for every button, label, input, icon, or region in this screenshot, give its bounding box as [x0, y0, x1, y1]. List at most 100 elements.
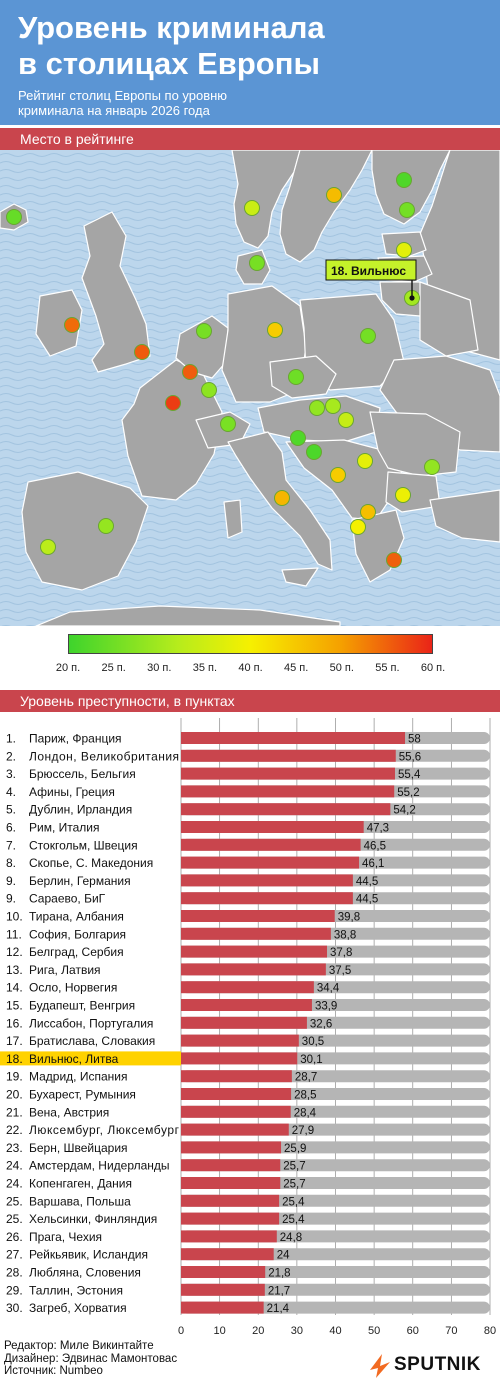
rank-label: 9. — [6, 892, 16, 906]
city-label: Осло, Норвегия — [29, 981, 117, 995]
city-label: Рига, Латвия — [29, 963, 101, 977]
bar — [181, 981, 314, 994]
rank-label: 27. — [6, 1248, 23, 1262]
city-label: Амстердам, Нидерланды — [29, 1159, 170, 1173]
bar — [181, 838, 361, 851]
rank-label: 6. — [6, 821, 16, 835]
legend-tick-label: 25 п. — [101, 662, 126, 674]
bar — [181, 1248, 274, 1261]
city-label: Рейкьявик, Исландия — [29, 1248, 148, 1262]
city-label: Берлин, Германия — [29, 874, 131, 888]
city-label: Лондон, Великобритания — [29, 749, 179, 763]
page-title: Уровень криминала в столицах Европы — [18, 10, 488, 82]
city-label: Афины, Греция — [29, 785, 115, 799]
x-tick-label: 80 — [484, 1325, 496, 1337]
capital-dot — [326, 187, 342, 203]
bar — [181, 803, 391, 816]
rank-label: 30. — [6, 1301, 23, 1315]
x-tick-label: 60 — [407, 1325, 419, 1337]
city-label: Скопье, С. Македония — [29, 856, 153, 870]
legend-tick-label: 45 п. — [283, 662, 309, 674]
highlight-row-background — [0, 1051, 181, 1066]
city-label: Париж, Франция — [29, 732, 122, 746]
value-label: 25,7 — [283, 1161, 305, 1173]
capital-dot — [196, 323, 212, 339]
value-label: 46,5 — [364, 840, 386, 852]
africa-shape — [35, 605, 341, 626]
capital-dot — [134, 344, 150, 360]
callout-label: 18. Вильнюс — [331, 264, 406, 278]
title-line-1: Уровень криминала — [18, 10, 325, 45]
city-label: Загреб, Хорватия — [29, 1301, 127, 1315]
rank-label: 7. — [6, 838, 16, 852]
bar — [181, 963, 326, 976]
subtitle-line-2: криминала на январь 2026 года — [18, 103, 210, 118]
ireland-shape — [35, 289, 83, 357]
x-tick-label: 20 — [252, 1325, 264, 1337]
value-label: 55,6 — [399, 751, 421, 763]
rank-label: 4. — [6, 785, 16, 799]
capital-dot — [309, 400, 325, 416]
city-label: Братислава, Словакия — [29, 1034, 155, 1048]
capital-dot — [274, 490, 290, 506]
rank-label: 14. — [6, 981, 23, 995]
capital-dot — [386, 552, 402, 568]
x-tick-label: 0 — [178, 1325, 184, 1337]
city-label: Мадрид, Испания — [29, 1070, 127, 1084]
value-label: 30,5 — [302, 1036, 324, 1048]
value-label: 30,1 — [300, 1054, 322, 1066]
value-label: 25,4 — [282, 1196, 305, 1208]
rank-label: 22. — [6, 1123, 23, 1137]
city-label: Лиссабон, Португалия — [29, 1016, 153, 1030]
city-label: Бухарест, Румыния — [29, 1088, 136, 1102]
capital-dot — [360, 328, 376, 344]
capital-dot — [395, 487, 411, 503]
value-label: 37,8 — [330, 947, 352, 959]
rank-label: 28. — [6, 1266, 23, 1280]
sweden-shape — [279, 150, 373, 263]
uk-shape — [81, 211, 151, 373]
value-label: 38,8 — [334, 929, 356, 941]
value-label: 55,4 — [398, 769, 421, 781]
bar — [181, 1141, 282, 1154]
turkey-shape — [429, 489, 500, 543]
romania-shape — [369, 411, 461, 477]
value-label: 47,3 — [367, 823, 389, 835]
legend-tick-label: 30 п. — [147, 662, 172, 674]
city-label: Тирана, Албания — [29, 910, 124, 924]
legend-tick-label: 35 п. — [192, 662, 218, 674]
capital-dot — [350, 519, 366, 535]
capital-dot — [267, 322, 283, 338]
x-tick-label: 70 — [445, 1325, 457, 1337]
value-label: 28,4 — [294, 1107, 317, 1119]
value-label: 21,7 — [268, 1285, 290, 1297]
bars-section-title: Уровень преступности, в пунктах — [0, 690, 500, 712]
rank-label: 25. — [6, 1212, 23, 1226]
value-label: 32,6 — [310, 1018, 332, 1030]
value-label: 54,2 — [393, 805, 415, 817]
sputnik-logo-icon — [370, 1354, 390, 1378]
balkans-shape — [285, 439, 405, 521]
rank-label: 2. — [6, 749, 16, 763]
subtitle-line-1: Рейтинг столиц Европы по уровню — [18, 88, 228, 103]
rank-label: 26. — [6, 1230, 23, 1244]
city-label: Копенгаген, Дания — [29, 1177, 132, 1191]
bar — [181, 945, 328, 958]
bar — [181, 1088, 292, 1100]
value-label: 24 — [277, 1250, 290, 1262]
city-label: Варшава, Польша — [29, 1194, 131, 1208]
credit-designer: Дизайнер: Эдвинас Мамонтовас — [4, 1352, 178, 1365]
rank-label: 19. — [6, 1070, 23, 1084]
rank-label: 23. — [6, 1141, 23, 1155]
value-label: 25,4 — [282, 1214, 305, 1226]
rank-label: 24. — [6, 1177, 23, 1191]
rank-label: 9. — [6, 874, 16, 888]
capital-dot — [306, 444, 322, 460]
capital-dot — [338, 412, 354, 428]
bar — [181, 1230, 277, 1243]
city-label: Дублин, Ирландия — [29, 803, 132, 817]
rank-label: 11. — [6, 927, 22, 941]
rank-label: 21. — [6, 1105, 23, 1119]
bar — [181, 910, 335, 922]
bar — [181, 821, 364, 833]
